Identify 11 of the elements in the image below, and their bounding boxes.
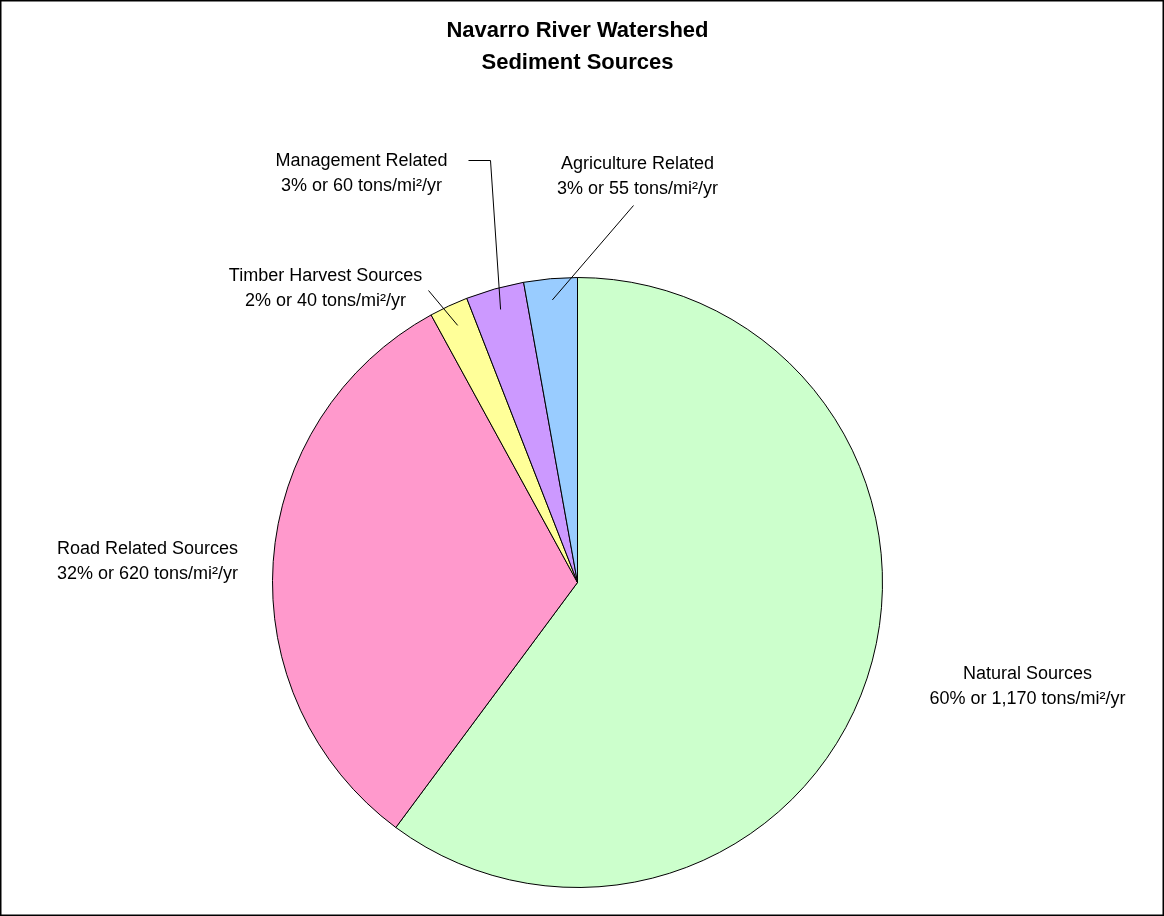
data-label: 32% or 620 tons/mi²/yr <box>56 563 239 583</box>
slice-label: Timber Harvest Sources <box>228 265 423 285</box>
slice-label: Road Related Sources <box>56 538 239 558</box>
chart-title: Navarro River Watershed Sediment Sources <box>446 16 709 75</box>
data-label: 3% or 60 tons/mi²/yr <box>280 175 443 195</box>
slice-label: Agriculture Related <box>560 153 715 173</box>
data-label: 2% or 40 tons/mi²/yr <box>244 290 407 310</box>
data-label: 60% or 1,170 tons/mi²/yr <box>929 688 1126 708</box>
data-label: 3% or 55 tons/mi²/yr <box>556 178 719 198</box>
slice-label: Natural Sources <box>962 663 1093 683</box>
slice-label: Management Related <box>275 150 448 170</box>
